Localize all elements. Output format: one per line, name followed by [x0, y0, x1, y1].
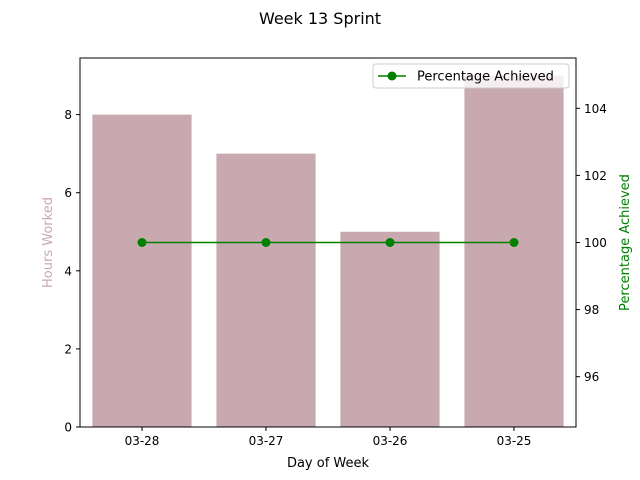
legend-box: [372, 63, 570, 89]
legend-dot-marker: [387, 71, 397, 81]
line-series-percentage: [137, 238, 519, 247]
y-axis-right-ticks: 96 98 100 102 104: [576, 102, 607, 384]
bar-03-28: [92, 114, 192, 427]
y-right-tick-label: 104: [584, 102, 607, 116]
bar-03-26: [340, 231, 440, 427]
y-right-tick-label: 96: [584, 370, 599, 384]
x-axis-label: Day of Week: [287, 456, 370, 471]
percentage-point-03-27: [261, 238, 271, 247]
percentage-point-03-25: [509, 238, 519, 247]
x-tick-label: 03-28: [125, 434, 160, 448]
x-tick-label: 03-26: [373, 434, 408, 448]
y-left-tick-label: 2: [64, 342, 72, 356]
y-left-tick-label: 4: [64, 264, 72, 278]
y-axis-right-label: Percentage Achieved: [618, 174, 633, 311]
y-right-tick-label: 100: [584, 236, 607, 250]
bar-03-25: [464, 75, 564, 428]
x-tick-label: 03-27: [249, 434, 284, 448]
y-left-tick-label: 6: [64, 186, 72, 200]
x-axis-ticks: 03-28 03-27 03-26 03-25: [125, 427, 532, 448]
x-tick-label: 03-25: [497, 434, 532, 448]
y-left-tick-label: 8: [64, 108, 72, 122]
y-axis-left-ticks: 0 2 4 6 8: [64, 108, 80, 435]
y-right-tick-label: 102: [584, 169, 607, 183]
legend: Percentage Achieved: [372, 63, 570, 89]
chart-title: Week 13 Sprint: [259, 9, 381, 28]
bar-03-27: [216, 153, 316, 427]
y-left-tick-label: 0: [64, 421, 72, 435]
percentage-point-03-26: [385, 238, 395, 247]
legend-label: Percentage Achieved: [417, 70, 554, 85]
bar-series-hours: [92, 75, 564, 428]
percentage-point-03-28: [137, 238, 147, 247]
y-right-tick-label: 98: [584, 303, 599, 317]
y-axis-left-label: Hours Worked: [41, 197, 56, 288]
